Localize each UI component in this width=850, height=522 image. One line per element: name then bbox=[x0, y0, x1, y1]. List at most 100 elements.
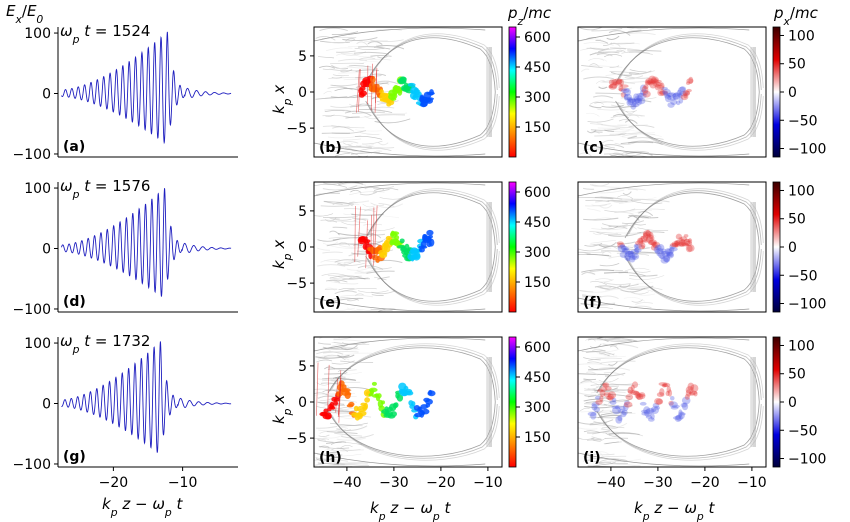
y-tick-label: 100 bbox=[24, 181, 51, 197]
density-streak bbox=[330, 84, 348, 89]
beam-particle bbox=[661, 383, 667, 388]
density-streak bbox=[589, 64, 623, 68]
density-streak bbox=[319, 445, 330, 448]
density-streak bbox=[629, 274, 638, 277]
x-tick-label: −30 bbox=[643, 475, 673, 491]
density-streak bbox=[629, 70, 655, 74]
phase-space-panel: (f) bbox=[577, 181, 767, 313]
density-streak bbox=[372, 204, 381, 209]
density-streak bbox=[587, 338, 609, 342]
density-streak bbox=[624, 267, 650, 272]
density-streak bbox=[319, 354, 350, 361]
beam-particle bbox=[636, 393, 644, 401]
beam-particle bbox=[642, 230, 652, 238]
beam-particle bbox=[645, 236, 654, 243]
beam-streak bbox=[358, 68, 361, 112]
density-streak bbox=[591, 184, 621, 188]
density-streak bbox=[360, 148, 392, 151]
beam-particle bbox=[686, 88, 692, 93]
density-streak bbox=[359, 109, 393, 113]
density-streak bbox=[619, 284, 631, 289]
beam-particle bbox=[634, 391, 641, 399]
density-streak bbox=[329, 217, 352, 221]
density-streak bbox=[336, 464, 370, 466]
density-streak bbox=[616, 127, 635, 131]
beam-particle bbox=[661, 251, 667, 255]
density-streak bbox=[585, 338, 596, 342]
density-streak bbox=[323, 216, 358, 218]
field-panel: −100 0 100 ωp​ t = 1576 (d) bbox=[13, 177, 238, 318]
bubble-boundary bbox=[327, 401, 496, 457]
beam-particle bbox=[667, 102, 675, 108]
density-streak bbox=[635, 270, 651, 273]
density-streak bbox=[590, 281, 608, 286]
density-streak bbox=[589, 269, 623, 273]
beam-particle bbox=[670, 99, 678, 106]
beam-particle bbox=[622, 403, 629, 412]
density-streak bbox=[330, 245, 360, 249]
density-streak bbox=[589, 182, 610, 187]
beam-particle bbox=[681, 402, 689, 411]
density-streak bbox=[322, 251, 343, 254]
density-streak bbox=[594, 134, 625, 137]
beam-particle bbox=[680, 236, 688, 242]
density-streak bbox=[578, 392, 614, 396]
density-streak bbox=[336, 50, 356, 53]
density-streak bbox=[318, 434, 330, 438]
density-streak bbox=[628, 252, 658, 255]
colorbar-gradient bbox=[508, 181, 517, 313]
beam-particle bbox=[615, 405, 621, 410]
beam-particle bbox=[634, 247, 640, 253]
beam-streak bbox=[327, 364, 330, 417]
beam-particle bbox=[645, 78, 654, 84]
density-streak bbox=[336, 425, 368, 431]
beam-particle bbox=[387, 99, 395, 106]
beam-particle bbox=[652, 241, 658, 249]
density-streak bbox=[628, 70, 652, 75]
density-streak bbox=[584, 405, 616, 409]
density-streak bbox=[582, 187, 595, 190]
density-streak bbox=[374, 118, 411, 124]
beam-particle bbox=[633, 390, 640, 396]
bubble-boundary bbox=[626, 190, 762, 246]
beam-particle bbox=[647, 417, 655, 422]
density-streak bbox=[331, 130, 367, 135]
density-streak bbox=[597, 411, 631, 413]
beam-particle bbox=[324, 412, 332, 420]
density-streak bbox=[340, 344, 358, 351]
density-streak bbox=[342, 37, 378, 41]
beam-particle bbox=[371, 381, 377, 386]
y-tick-label: 0 bbox=[42, 397, 51, 413]
colorbar-tick-label: −100 bbox=[788, 297, 826, 313]
beam-particle bbox=[593, 406, 600, 413]
beam-particle bbox=[590, 412, 597, 420]
density-streak bbox=[322, 185, 358, 191]
beam-particle bbox=[636, 92, 645, 97]
beam-particle bbox=[651, 241, 661, 248]
beam-particle bbox=[640, 409, 648, 414]
density-streak bbox=[337, 354, 355, 358]
density-streak bbox=[362, 203, 375, 208]
colorbar-gradient bbox=[508, 26, 517, 158]
density-streak bbox=[583, 378, 597, 381]
density-streak bbox=[592, 437, 606, 442]
density-streak bbox=[610, 114, 645, 119]
beam-particle bbox=[606, 395, 613, 401]
bubble-boundary bbox=[615, 91, 760, 147]
beam-particle bbox=[603, 391, 611, 398]
bubble-boundary bbox=[617, 93, 762, 149]
density-streak bbox=[366, 227, 395, 232]
beam-particle bbox=[659, 255, 666, 260]
beam-particle bbox=[616, 241, 624, 246]
density-streak bbox=[628, 305, 652, 309]
density-streak bbox=[343, 138, 361, 141]
density-streak bbox=[596, 409, 621, 413]
beam-particle bbox=[666, 252, 675, 259]
density-streak bbox=[589, 47, 610, 51]
density-streak bbox=[599, 279, 614, 283]
density-streak bbox=[337, 262, 365, 266]
density-streak bbox=[374, 187, 399, 191]
bubble-boundary bbox=[617, 35, 762, 91]
density-streak bbox=[346, 307, 364, 312]
beam-particle bbox=[689, 390, 698, 395]
